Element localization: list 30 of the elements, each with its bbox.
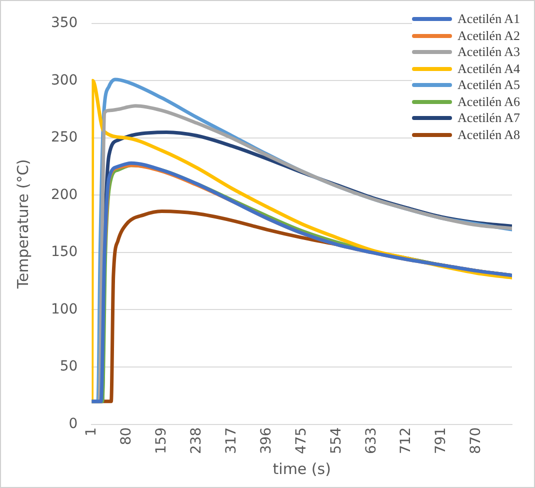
y-tick-label: 150 [50,244,78,260]
y-tick-label: 0 [68,416,78,432]
y-tick-label: 250 [50,130,78,146]
x-tick-label: 159 [153,427,170,454]
legend-label: Acetilén A7 [458,110,520,126]
y-tick-label: 300 [50,72,78,88]
x-tick-label: 870 [468,427,484,454]
legend-label: Acetilén A3 [458,44,520,60]
legend-label: Acetilén A8 [458,126,520,143]
y-tick-label: 100 [50,301,78,318]
legend-label: Acetilén A2 [458,28,520,44]
x-tick-label: 554 [328,427,344,454]
y-tick-label: 200 [50,186,78,203]
x-tick-label: 1 [83,427,100,436]
x-tick-label: 791 [433,427,450,454]
x-tick-label: 712 [398,427,414,454]
x-tick-label: 475 [293,427,310,454]
y-tick-label: 50 [60,358,78,375]
legend-label: Acetilén A1 [458,11,520,28]
x-tick-label: 396 [258,427,274,454]
legend-label: Acetilén A4 [458,60,520,77]
y-tick-label: 350 [50,15,78,32]
x-tick-label: 80 [118,427,134,446]
x-tick-label: 633 [363,427,380,454]
x-tick-label: 317 [223,427,240,454]
legend-label: Acetilén A6 [458,94,520,110]
legend-label: Acetilén A5 [458,77,520,94]
x-tick-label: 238 [188,427,204,454]
y-axis-title: Temperature (°C) [14,159,32,290]
x-axis-title: time (s) [272,460,331,478]
